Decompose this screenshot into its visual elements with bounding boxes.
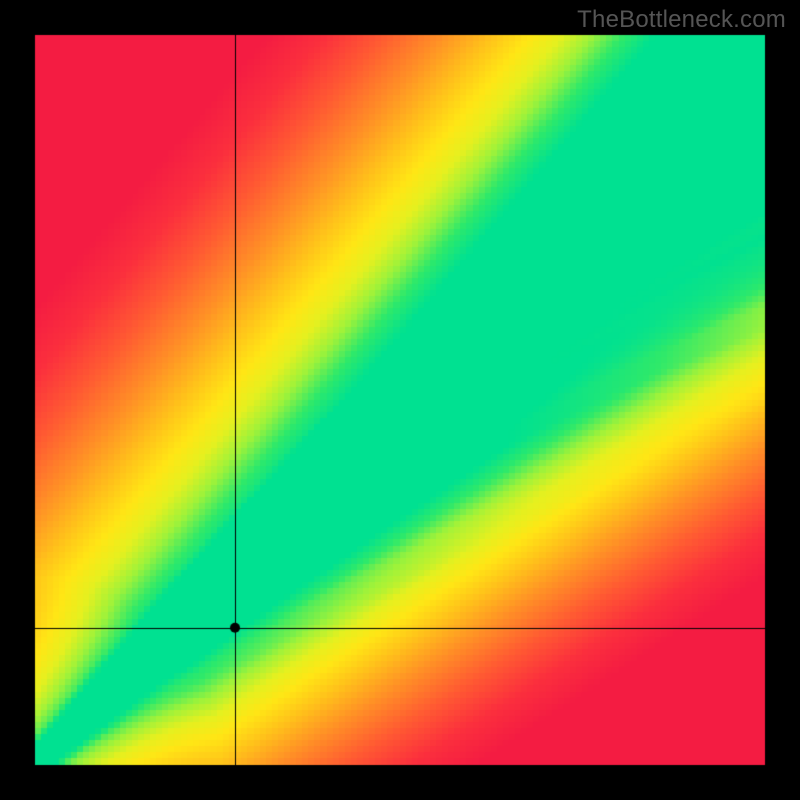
chart-container: TheBottleneck.com — [0, 0, 800, 800]
bottleneck-heatmap — [0, 0, 800, 800]
watermark-text: TheBottleneck.com — [577, 6, 786, 34]
